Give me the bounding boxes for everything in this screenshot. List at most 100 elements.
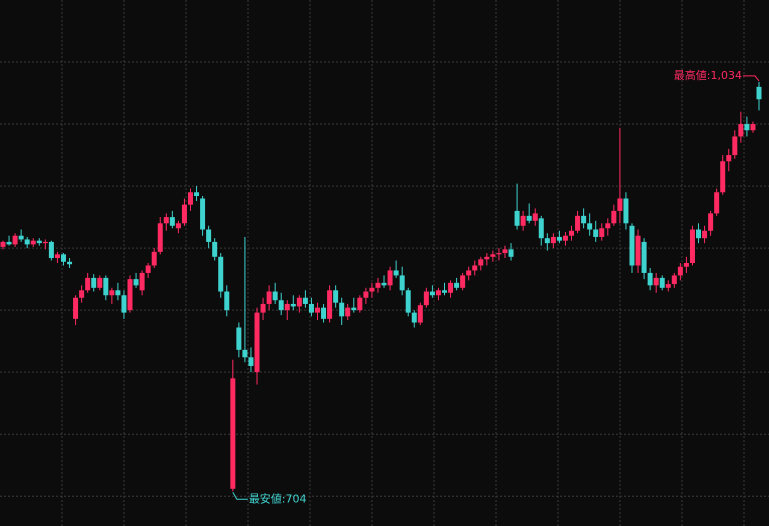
candle-body	[671, 275, 677, 285]
candle-body	[67, 261, 73, 265]
candle-body	[550, 236, 556, 244]
candle-body	[708, 213, 714, 231]
candle-body	[260, 303, 266, 313]
candle-body	[556, 236, 562, 241]
candle-body	[157, 223, 163, 252]
candle-body	[472, 265, 478, 271]
candle-body	[163, 217, 169, 224]
candle-body	[732, 136, 738, 156]
candle-body	[24, 239, 30, 245]
candle-body	[683, 263, 689, 267]
candle-body	[387, 270, 393, 286]
candle-body	[290, 303, 296, 307]
candle-body	[272, 291, 278, 301]
candle-body	[145, 265, 151, 273]
candle-body	[442, 290, 448, 293]
candle-body	[278, 300, 284, 311]
candle-body	[702, 230, 708, 239]
candle-body	[575, 215, 581, 231]
candle-body	[677, 266, 683, 276]
candle-body	[417, 305, 423, 323]
candle-body	[115, 290, 121, 296]
candle-body	[109, 290, 115, 296]
candle-body	[641, 241, 647, 273]
candle-body	[79, 290, 85, 298]
candle-body	[399, 275, 405, 291]
candle-body	[351, 307, 357, 311]
candle-body	[218, 256, 224, 292]
candle-body	[248, 357, 254, 366]
candle-body	[212, 241, 218, 257]
low-annotation: 最安値:704	[249, 491, 307, 505]
candle-body	[121, 295, 127, 313]
candle-body	[629, 225, 635, 266]
candle-body	[526, 215, 532, 221]
candle-body	[490, 254, 496, 257]
candle-body	[496, 253, 502, 255]
candle-body	[538, 218, 544, 239]
candle-body	[54, 254, 60, 259]
candle-body	[175, 223, 181, 229]
candle-body	[139, 272, 145, 291]
candle-body	[302, 297, 308, 304]
candle-body	[206, 229, 212, 242]
high-arrow	[743, 75, 760, 82]
low-arrow	[232, 492, 248, 500]
candle-body	[623, 198, 629, 224]
candle-body	[689, 229, 695, 263]
candle-body	[508, 249, 514, 257]
candle-body	[314, 307, 320, 313]
candle-body	[520, 215, 526, 226]
candle-body	[200, 198, 206, 230]
candle-body	[6, 241, 12, 245]
candle-body	[738, 124, 744, 137]
candle-body	[405, 290, 411, 313]
candle-body	[296, 297, 302, 307]
candle-body	[532, 213, 538, 221]
candle-body	[236, 327, 242, 350]
candle-body	[484, 256, 490, 260]
candle-body	[599, 228, 605, 237]
candle-body	[587, 223, 593, 230]
candle-body	[369, 287, 375, 292]
candle-body	[36, 240, 42, 244]
candle-body	[562, 235, 568, 241]
candle-body	[327, 290, 333, 319]
high-annotation: 最高値:1,034	[674, 68, 742, 82]
candle-body	[48, 241, 54, 259]
candle-body	[460, 275, 466, 288]
candle-body	[423, 291, 429, 306]
candle-body	[466, 270, 472, 276]
candle-body	[726, 155, 732, 162]
candle-body	[254, 312, 260, 373]
candle-body	[284, 303, 290, 311]
candle-body	[266, 291, 272, 304]
candle-body	[665, 284, 671, 288]
candle-body	[381, 282, 387, 286]
candle-body	[242, 349, 248, 358]
candle-body	[720, 161, 726, 193]
candle-body	[42, 241, 48, 244]
candle-body	[714, 192, 720, 214]
candle-body	[91, 277, 97, 288]
candle-body	[60, 254, 66, 262]
candle-body	[133, 279, 139, 286]
candle-body	[696, 229, 702, 239]
candle-body	[339, 302, 345, 317]
candle-body	[659, 277, 665, 288]
candle-body	[308, 303, 314, 313]
candle-body	[97, 277, 103, 288]
candle-body	[514, 210, 520, 226]
candle-body	[569, 230, 575, 236]
candle-body	[448, 282, 454, 293]
candle-body	[151, 251, 157, 266]
candle-body	[345, 307, 351, 317]
candle-body	[647, 272, 653, 286]
candle-body	[230, 378, 236, 489]
candle-body	[756, 86, 762, 100]
candle-body	[411, 312, 417, 323]
candle-body	[321, 307, 327, 319]
candle-body	[653, 277, 659, 286]
candle-body	[363, 291, 369, 298]
